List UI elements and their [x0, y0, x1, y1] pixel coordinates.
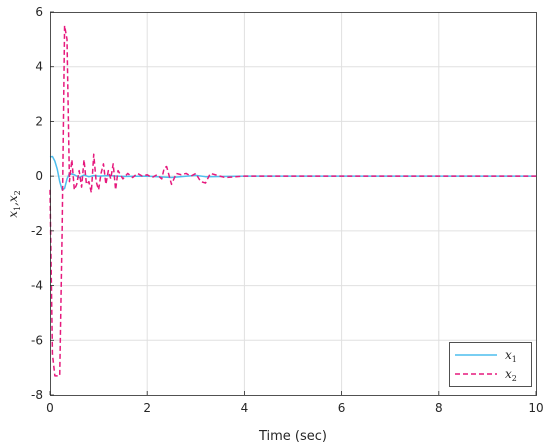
plot-frame	[50, 12, 537, 396]
series-line-x2	[49, 24, 536, 377]
legend-label-x1: x1	[505, 348, 517, 364]
x-axis-label: Time (sec)	[258, 429, 327, 444]
y-axis-label: x1,x2	[6, 190, 22, 218]
x-tick-label: 0	[46, 401, 54, 415]
x-tick-label: 6	[338, 401, 346, 415]
y-tick-label: 4	[35, 60, 43, 74]
x-tick-label: 10	[528, 401, 543, 415]
y-tick-label: -2	[31, 224, 43, 238]
x-tick-label: 4	[241, 401, 249, 415]
legend: x1 x2	[449, 342, 532, 387]
y-tick-label: 0	[35, 169, 43, 183]
legend-box	[449, 342, 532, 387]
y-tick-label: 6	[35, 5, 43, 19]
series-layer	[49, 24, 536, 377]
x-tick-label: 8	[435, 401, 443, 415]
y-tick-label: -8	[31, 388, 43, 402]
y-tick-label: -6	[31, 333, 43, 347]
series-line-x1	[49, 155, 536, 191]
tick-labels: 0 2 4 6 8 10 6 4 2 0 -2 -4 -6 -8	[31, 5, 544, 415]
x-tick-label: 2	[143, 401, 151, 415]
legend-label-x2: x2	[505, 367, 517, 383]
y-tick-label: 2	[35, 114, 43, 128]
y-tick-label: -4	[31, 279, 43, 293]
